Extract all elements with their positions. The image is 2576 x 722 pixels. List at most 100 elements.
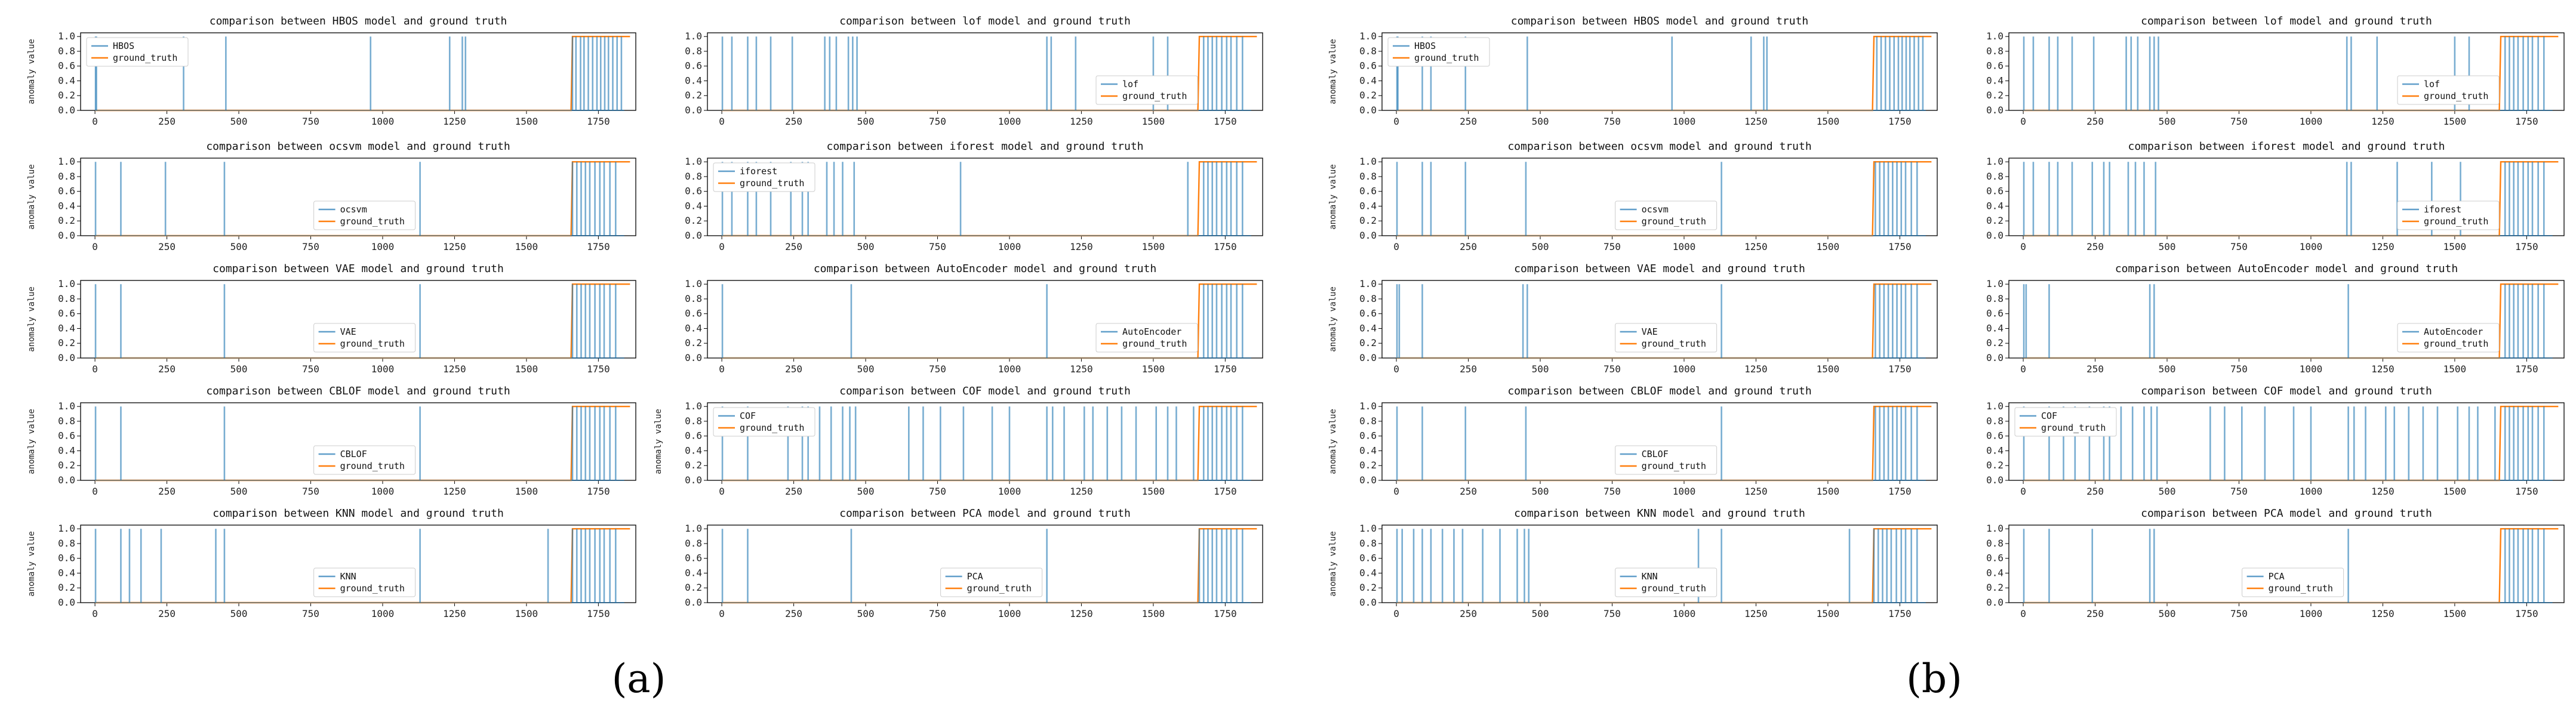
x-tick-label: 1750	[1888, 486, 1912, 497]
x-tick-label: 750	[929, 486, 946, 497]
x-tick-label: 0	[1393, 241, 1399, 252]
legend-label-ground-truth: ground_truth	[2424, 91, 2488, 101]
y-tick-label: 0.0	[1359, 104, 1377, 116]
y-tick-label: 0.2	[1359, 215, 1377, 226]
x-tick-label: 1750	[1888, 608, 1912, 619]
x-tick-label: 1000	[998, 363, 1021, 375]
x-tick-label: 750	[1604, 363, 1621, 375]
y-tick-label: 0.6	[1359, 60, 1377, 72]
y-tick-label: 1.0	[1359, 278, 1377, 289]
y-tick-label: 0.6	[1359, 430, 1377, 442]
legend: CBLOF ground_truth	[1615, 445, 1718, 475]
y-tick-label: 0.2	[1359, 582, 1377, 593]
x-tick-label: 500	[230, 241, 248, 252]
x-tick-label: 1500	[1817, 363, 1840, 375]
y-tick-label: 0.0	[1986, 352, 2003, 363]
x-tick-label: 1750	[1214, 241, 1237, 252]
legend-label-model: ocsvm	[1642, 204, 1669, 215]
y-axis-label: anomaly value	[27, 286, 36, 352]
y-tick-label: 0.0	[1986, 474, 2003, 486]
x-tick-label: 1250	[2371, 116, 2395, 127]
x-tick-label: 1000	[371, 116, 395, 127]
y-axis-label: anomaly value	[1328, 286, 1338, 352]
legend-label-ground-truth: ground_truth	[113, 53, 177, 63]
x-tick-label: 1500	[1142, 241, 1165, 252]
subplot-panel: comparison between PCA model and ground …	[685, 507, 1263, 619]
x-tick-label: 0	[1393, 116, 1399, 127]
x-tick-label: 500	[230, 486, 248, 497]
x-tick-label: 500	[1532, 241, 1549, 252]
legend-label-ground-truth: ground_truth	[340, 461, 405, 471]
x-tick-label: 1250	[443, 486, 466, 497]
y-tick-label: 1.0	[1359, 30, 1377, 42]
x-tick-label: 1750	[2515, 608, 2538, 619]
legend-box	[2014, 407, 2117, 437]
y-tick-label: 1.0	[685, 156, 702, 167]
y-tick-label: 0.0	[685, 104, 702, 116]
x-tick-label: 1750	[1214, 363, 1237, 375]
legend-label-ground-truth: ground_truth	[340, 338, 405, 349]
x-tick-label: 1000	[371, 608, 395, 619]
subplot-panel: comparison between COF model and ground …	[1986, 385, 2565, 497]
y-axis-label: anomaly value	[1328, 409, 1338, 474]
x-tick-label: 1000	[2300, 241, 2323, 252]
x-tick-label: 1250	[1744, 116, 1768, 127]
legend-label-model: lof	[1122, 79, 1138, 90]
panel-title: comparison between KNN model and ground …	[1514, 507, 1805, 520]
panel-title: comparison between lof model and ground …	[2141, 15, 2432, 27]
y-tick-label: 0.0	[1986, 104, 2003, 116]
y-tick-label: 1.0	[685, 400, 702, 412]
y-tick-label: 0.4	[1359, 75, 1377, 86]
panel-title: comparison between COF model and ground …	[839, 385, 1131, 397]
y-tick-label: 0.0	[1359, 597, 1377, 608]
y-tick-label: 0.6	[58, 186, 75, 197]
x-tick-label: 1500	[515, 241, 538, 252]
x-tick-label: 500	[1532, 116, 1549, 127]
x-tick-label: 250	[158, 241, 176, 252]
x-tick-label: 0	[2020, 116, 2026, 127]
legend: HBOS ground_truth	[1387, 37, 1490, 67]
y-tick-label: 0.2	[1359, 90, 1377, 101]
x-tick-label: 250	[1460, 363, 1477, 375]
x-tick-label: 750	[302, 363, 319, 375]
x-tick-label: 500	[1532, 363, 1549, 375]
y-tick-label: 0.8	[1986, 171, 2003, 182]
subplot-panel: comparison between COF model and ground …	[654, 385, 1263, 497]
panel-title: comparison between ocsvm model and groun…	[1507, 140, 1811, 153]
y-tick-label: 0.4	[1359, 322, 1377, 334]
x-tick-label: 1750	[587, 241, 610, 252]
legend-box	[86, 37, 189, 67]
y-tick-label: 0.8	[58, 293, 75, 304]
y-tick-label: 0.8	[685, 415, 702, 427]
legend-label-model: VAE	[340, 326, 356, 337]
y-tick-label: 0.4	[58, 200, 75, 211]
subplot-panel: comparison between iforest model and gro…	[1986, 140, 2565, 252]
x-tick-label: 250	[785, 363, 802, 375]
x-tick-label: 0	[92, 241, 98, 252]
x-tick-label: 500	[857, 363, 875, 375]
y-tick-label: 1.0	[58, 523, 75, 534]
x-tick-label: 750	[2230, 241, 2248, 252]
y-tick-label: 0.0	[685, 352, 702, 363]
y-tick-label: 0.6	[58, 553, 75, 564]
y-tick-label: 1.0	[1986, 30, 2003, 42]
x-tick-label: 1500	[1817, 608, 1840, 619]
x-tick-label: 1750	[1888, 241, 1912, 252]
legend-label-ground-truth: ground_truth	[2269, 583, 2333, 594]
y-tick-label: 0.8	[58, 171, 75, 182]
y-tick-label: 0.4	[1986, 75, 2003, 86]
subplot-panel: comparison between VAE model and ground …	[27, 263, 636, 375]
x-tick-label: 250	[158, 363, 176, 375]
x-tick-label: 1250	[1744, 486, 1768, 497]
legend-box	[1615, 567, 1718, 597]
legend-box	[313, 567, 416, 597]
caption-a: (a)	[612, 656, 666, 702]
legend-label-model: KNN	[340, 571, 356, 582]
legend-box	[313, 445, 416, 475]
y-tick-label: 0.6	[1986, 553, 2003, 564]
legend: HBOS ground_truth	[86, 37, 189, 67]
x-tick-label: 500	[2159, 363, 2176, 375]
y-tick-label: 0.0	[58, 104, 75, 116]
